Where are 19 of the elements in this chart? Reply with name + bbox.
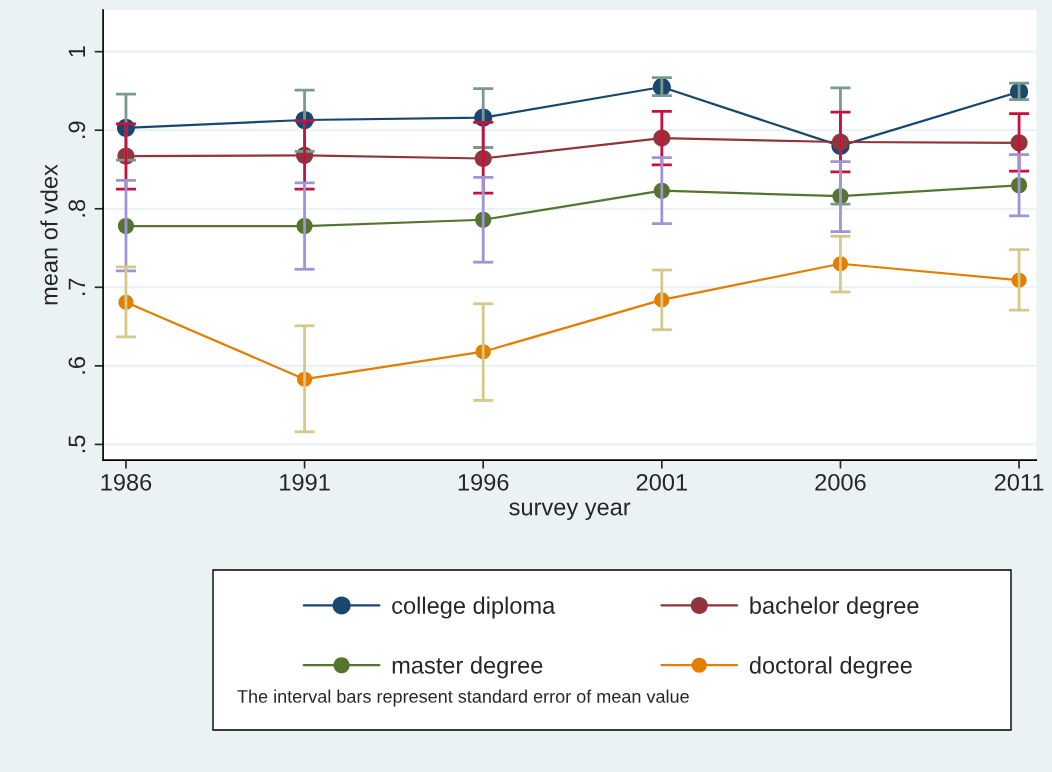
- y-tick-label: .8: [68, 199, 86, 217]
- y-tick-label: .9: [68, 121, 86, 138]
- x-tick-label: 1996: [458, 473, 509, 491]
- x-tick-label: 2001: [636, 473, 687, 491]
- y-tick-label: .7: [68, 278, 85, 295]
- legend-label: doctoral degree: [749, 656, 912, 679]
- y-tick-label: .5: [68, 435, 86, 453]
- x-axis-title: survey year: [509, 502, 631, 521]
- y-tick-label: .6: [68, 357, 86, 374]
- x-tick-label: 1991: [280, 473, 330, 491]
- text: The interval bars represent standard error of mean value: [237, 689, 689, 707]
- x-tick-label: 2011: [994, 473, 1044, 491]
- x-tick-label: 2006: [815, 473, 866, 491]
- y-axis-title: mean of vdex: [40, 164, 58, 305]
- y-tick-label: 1: [68, 46, 85, 57]
- legend-label: college diploma: [392, 596, 556, 619]
- x-tick-label: 1986: [101, 473, 152, 491]
- legend-label: bachelor degree: [750, 596, 919, 619]
- legend-label: master degree: [392, 656, 543, 679]
